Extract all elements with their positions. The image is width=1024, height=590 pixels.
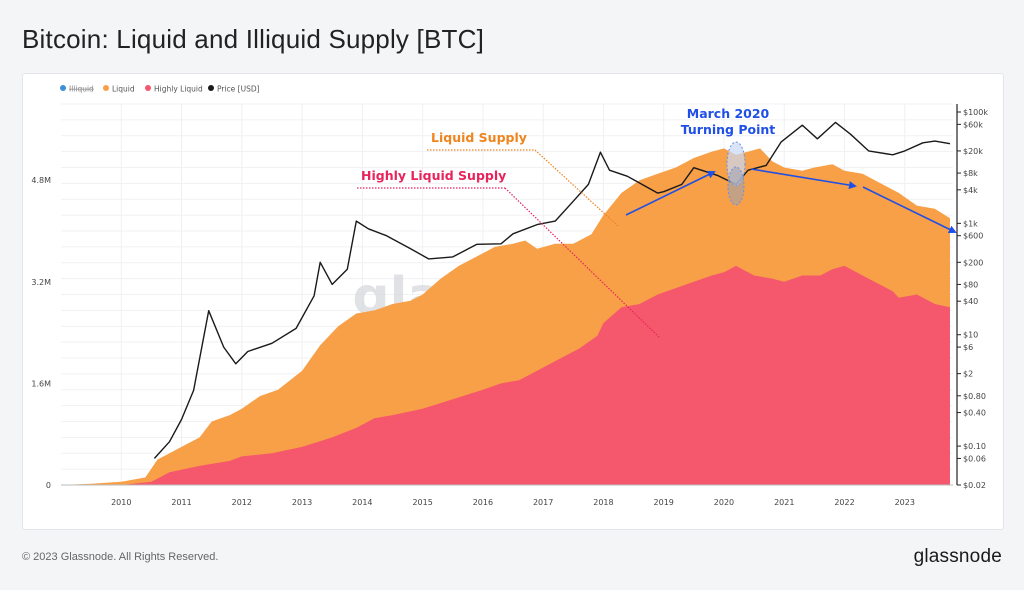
x-tick-label: 2019 <box>654 498 674 507</box>
liquid-supply-annotation: Liquid Supply <box>431 130 527 145</box>
x-tick-label: 2022 <box>834 498 854 507</box>
y-right-tick-label: $0.80 <box>963 392 986 401</box>
legend-item-highly-liquid[interactable]: Highly Liquid <box>145 85 203 94</box>
legend-item-illiquid[interactable]: Illiquid <box>60 85 94 94</box>
x-tick-label: 2012 <box>232 498 252 507</box>
y-right-tick-label: $4k <box>963 186 978 195</box>
x-tick-label: 2015 <box>412 498 432 507</box>
y-right-tick-label: $6 <box>963 343 973 352</box>
x-tick-label: 2011 <box>171 498 191 507</box>
chart: Illiquid Liquid Highly Liquid Price [USD… <box>31 85 988 508</box>
y-right-tick-label: $0.06 <box>963 454 986 463</box>
legend-item-price[interactable]: Price [USD] <box>208 85 260 94</box>
y-left-tick-label: 3.2M <box>31 278 51 287</box>
y-right-tick-label: $60k <box>963 120 983 129</box>
y-left-tick-label: 4.8M <box>31 176 51 185</box>
x-tick-label: 2014 <box>352 498 372 507</box>
y-right-tick-label: $40 <box>963 297 978 306</box>
y-right-tick-label: $0.40 <box>963 409 986 418</box>
legend-label-liquid: Liquid <box>112 85 135 94</box>
trend-arrow <box>625 171 716 216</box>
y-right-tick-label: $600 <box>963 232 983 241</box>
y-right-tick-label: $200 <box>963 258 983 267</box>
x-tick-label: 2018 <box>593 498 613 507</box>
legend-dot-price <box>208 85 214 91</box>
x-tick-label: 2017 <box>533 498 553 507</box>
brand-logo[interactable]: glassnode <box>913 546 1002 567</box>
y-right-tick-label: $10 <box>963 331 978 340</box>
price-line <box>153 121 951 459</box>
y-left-tick-label: 1.6M <box>31 379 51 388</box>
y-right-tick-label: $2 <box>963 370 973 379</box>
x-tick-label: 2016 <box>473 498 493 507</box>
y-right-tick-label: $0.10 <box>963 442 986 451</box>
legend-item-liquid[interactable]: Liquid <box>103 85 135 94</box>
legend: Illiquid Liquid Highly Liquid Price [USD… <box>60 85 260 94</box>
y-right-tick-label: $20k <box>963 147 983 156</box>
highly-liquid-area <box>61 265 950 485</box>
x-tick-label: 2020 <box>714 498 734 507</box>
march-annotation-line2: Turning Point <box>681 122 776 137</box>
legend-label-price: Price [USD] <box>217 85 260 94</box>
x-tick-label: 2023 <box>895 498 915 507</box>
page-title: Bitcoin: Liquid and Illiquid Supply [BTC… <box>22 24 485 54</box>
liquid-supply-pointer <box>534 149 619 227</box>
highly-liquid-annotation: Highly Liquid Supply <box>361 168 506 183</box>
legend-dot-highly-liquid <box>145 85 151 91</box>
area-series <box>61 148 950 485</box>
trend-arrow <box>750 168 857 189</box>
march-annotation-line1: March 2020 <box>687 106 770 121</box>
chart-card: Illiquid Liquid Highly Liquid Price [USD… <box>22 73 1004 530</box>
legend-dot-liquid <box>103 85 109 91</box>
x-tick-label: 2010 <box>111 498 131 507</box>
x-tick-label: 2013 <box>292 498 312 507</box>
trend-arrow <box>862 186 957 233</box>
y-right-tick-label: $80 <box>963 280 978 289</box>
axes: 2010 2011 2012 2013 2014 2015 2016 2017 2018 2019… <box>31 104 988 507</box>
y-right-tick-label: $1k <box>963 219 978 228</box>
price-series <box>153 121 951 459</box>
y-right-tick-label: $100k <box>963 108 988 117</box>
y-right-tick-label: $8k <box>963 169 978 178</box>
turning-point-lower-highlight <box>727 166 745 206</box>
legend-dot-illiquid <box>60 85 66 91</box>
y-right-tick-label: $0.02 <box>963 481 986 490</box>
copyright: © 2023 Glassnode. All Rights Reserved. <box>22 551 219 563</box>
legend-label-highly-liquid: Highly Liquid <box>154 85 203 94</box>
annotations: Liquid Supply Highly Liquid Supply March 2… <box>357 106 957 339</box>
y-left-tick-label: 0 <box>46 481 51 490</box>
x-tick-label: 2021 <box>774 498 794 507</box>
legend-label-illiquid: Illiquid <box>69 85 94 94</box>
